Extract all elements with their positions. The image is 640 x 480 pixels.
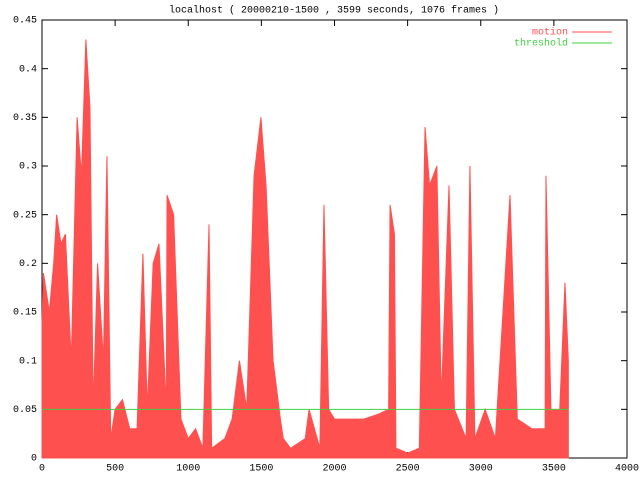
x-tick-label: 3500: [542, 464, 566, 475]
y-tick-label: 0: [31, 454, 37, 465]
x-tick-label: 2500: [396, 464, 420, 475]
y-tick-label: 0.25: [13, 210, 37, 221]
x-tick-label: 4000: [615, 464, 639, 475]
x-tick-label: 1000: [176, 464, 200, 475]
x-tick-label: 3000: [469, 464, 493, 475]
y-tick-label: 0.4: [19, 64, 37, 75]
x-tick-label: 500: [106, 464, 124, 475]
legend-label: threshold: [514, 38, 568, 50]
y-tick-label: 0.15: [13, 308, 37, 319]
motion-area: [41, 39, 569, 459]
x-tick-label: 2000: [322, 464, 346, 475]
y-tick-label: 0.2: [19, 259, 37, 270]
legend-label: motion: [532, 27, 568, 39]
plot-frame: [41, 19, 628, 459]
chart-title: localhost ( 20000210-1500 , 3599 seconds…: [169, 5, 499, 17]
y-tick-label: 0.3: [19, 162, 37, 173]
y-tick-label: 0.45: [13, 16, 37, 27]
x-tick-label: 1500: [249, 464, 273, 475]
y-tick-label: 0.1: [19, 356, 37, 367]
y-tick-label: 0.05: [13, 405, 37, 416]
y-tick-label: 0.35: [13, 113, 37, 124]
x-tick-label: 0: [39, 464, 45, 475]
